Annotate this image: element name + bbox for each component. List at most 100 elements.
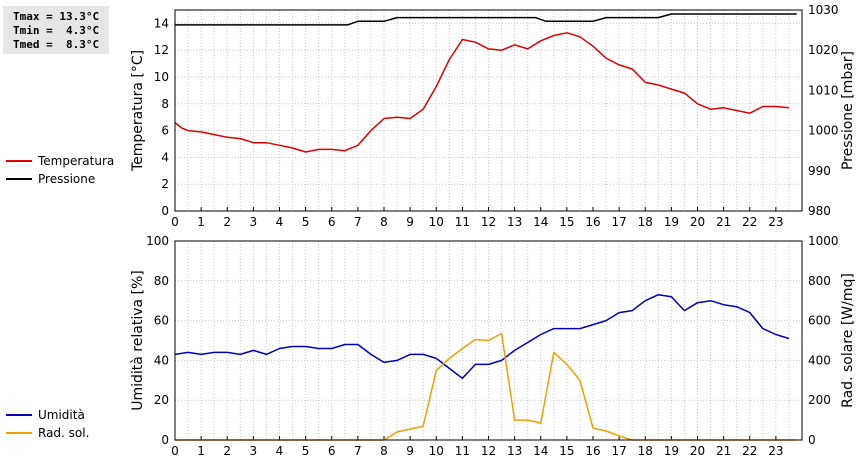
y-tick-label: 100 [146,234,169,248]
y-tick-label: 2 [161,177,169,191]
y2-tick-label: 1000 [808,234,839,248]
legend-swatch-pressione [6,178,32,180]
x-tick-label: 2 [223,215,231,229]
x-tick-label: 19 [664,444,679,458]
legend-label-temperatura: Temperatura [38,154,115,168]
x-tick-label: 14 [533,215,548,229]
x-tick-label: 19 [664,215,679,229]
x-tick-label: 22 [742,444,757,458]
y-tick-label: 6 [161,124,169,138]
x-tick-label: 1 [197,215,205,229]
series-line-rad-sol [175,332,797,441]
plot-frame [174,240,803,441]
y2-axis-label: Pressione [mbar] [840,51,856,170]
y-axis-label: Umidità relativa [%] [130,270,146,411]
x-tick-label: 2 [223,444,231,458]
x-tick-label: 15 [559,215,574,229]
x-tick-label: 11 [455,215,470,229]
x-tick-label: 18 [638,215,653,229]
x-tick-label: 16 [585,444,600,458]
legend-swatch-rad-sol [6,432,32,434]
x-tick-label: 6 [328,444,336,458]
x-tick-label: 5 [302,215,310,229]
legend-swatch-temperatura [6,160,32,162]
legend-item-temperatura: Temperatura [6,152,114,170]
x-tick-label: 0 [171,444,179,458]
y2-tick-label: 600 [808,314,831,328]
x-tick-label: 6 [328,215,336,229]
y-tick-label: 10 [154,70,169,84]
chart-panel-2: 0 1 2 3 4 5 6 7 8 9 10 11 12 13 14 15 16 17 18 19 20 21 22 2302… [130,234,856,458]
x-tick-label: 0 [171,215,179,229]
plot-frame [174,9,803,212]
y-tick-label: 40 [154,353,169,367]
x-tick-label: 3 [250,444,258,458]
y-tick-label: 80 [154,274,169,288]
x-tick-label: 16 [585,215,600,229]
x-tick-label: 14 [533,444,548,458]
x-tick-label: 8 [380,444,388,458]
x-tick-label: 9 [406,215,414,229]
tmin-stat: Tmin = 4.3°C [13,24,100,37]
y2-tick-label: 0 [808,433,816,447]
x-tick-label: 4 [276,215,284,229]
x-tick-label: 15 [559,444,574,458]
x-tick-label: 21 [716,444,731,458]
x-tick-label: 22 [742,215,757,229]
y2-tick-label: 200 [808,393,831,407]
x-tick-label: 7 [354,215,362,229]
y2-tick-label: 1020 [808,43,839,57]
x-tick-label: 17 [611,215,626,229]
x-tick-label: 20 [690,215,705,229]
y-tick-label: 14 [154,16,169,30]
y-tick-label: 4 [161,150,169,164]
x-tick-label: 12 [481,215,496,229]
y-tick-label: 60 [154,314,169,328]
series-line-pressione [175,13,797,26]
x-tick-label: 10 [429,444,444,458]
legend-swatch-umidita [6,414,32,416]
legend-item-umidita: Umidità [6,406,89,424]
x-tick-label: 20 [690,444,705,458]
x-tick-label: 12 [481,444,496,458]
y-tick-label: 12 [154,43,169,57]
legend-item-rad-sol: Rad. sol. [6,424,89,442]
y-tick-label: 20 [154,393,169,407]
x-tick-label: 23 [768,444,783,458]
legend-label-rad-sol: Rad. sol. [38,426,90,440]
series-line-umidit [174,293,790,380]
y-tick-label: 0 [161,433,169,447]
y2-axis-label: Rad. solare [W/mq] [840,273,856,408]
top-chart-legend: Temperatura Pressione [6,152,114,188]
y2-tick-label: 1010 [808,83,839,97]
y2-tick-label: 400 [808,353,831,367]
tmed-stat: Tmed = 8.3°C [13,38,100,51]
y-tick-label: 8 [161,97,169,111]
x-tick-label: 21 [716,215,731,229]
stats-box: Tmax = 13.3°C Tmin = 4.3°C Tmed = 8.3°C [3,6,109,54]
y-tick-label: 0 [161,204,169,218]
x-tick-label: 13 [507,215,522,229]
legend-label-pressione: Pressione [38,172,96,186]
y2-tick-label: 800 [808,274,831,288]
y2-tick-label: 990 [808,164,831,178]
x-tick-label: 3 [250,215,258,229]
x-tick-label: 10 [429,215,444,229]
y2-tick-label: 1030 [808,3,839,17]
x-tick-label: 8 [380,215,388,229]
x-tick-label: 18 [638,444,653,458]
series-line-temperatura [174,32,789,153]
x-tick-label: 13 [507,444,522,458]
bottom-chart-legend: Umidità Rad. sol. [6,406,89,442]
y2-tick-label: 980 [808,204,831,218]
x-tick-label: 7 [354,444,362,458]
x-tick-label: 1 [197,444,205,458]
x-tick-label: 23 [768,215,783,229]
x-tick-label: 9 [406,444,414,458]
x-tick-label: 4 [276,444,284,458]
y-axis-label: Temperatura [°C] [130,50,146,172]
x-tick-label: 17 [611,444,626,458]
legend-item-pressione: Pressione [6,170,114,188]
tmax-stat: Tmax = 13.3°C [13,10,100,23]
